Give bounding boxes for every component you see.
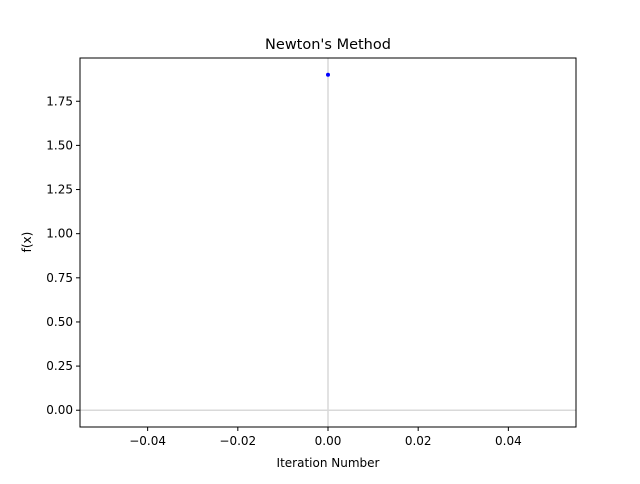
x-tick-label: 0.04 bbox=[495, 434, 522, 448]
data-point bbox=[326, 72, 330, 77]
x-axis-ticks: −0.04 −0.02 0.00 0.02 0.04 bbox=[129, 427, 522, 448]
y-tick-label: 1.25 bbox=[46, 183, 73, 197]
x-tick-label: 0.02 bbox=[405, 434, 432, 448]
y-tick-label: 0.50 bbox=[46, 315, 73, 329]
chart-title: Newton's Method bbox=[265, 37, 391, 53]
y-tick-label: 1.75 bbox=[46, 94, 73, 108]
x-tick-label: 0.00 bbox=[315, 434, 342, 448]
y-axis-ticks: 0.00 0.25 0.50 0.75 1.00 1.25 1.50 1.75 bbox=[46, 94, 80, 417]
y-tick-label: 1.50 bbox=[46, 138, 73, 152]
y-tick-label: 0.00 bbox=[46, 403, 73, 417]
y-tick-label: 0.75 bbox=[46, 271, 73, 285]
y-axis-label: f(x) bbox=[20, 232, 34, 253]
x-axis-label: Iteration Number bbox=[277, 456, 380, 470]
y-tick-label: 0.25 bbox=[46, 359, 73, 373]
y-tick-label: 1.00 bbox=[46, 227, 73, 241]
plot-area bbox=[80, 58, 576, 427]
x-tick-label: −0.04 bbox=[129, 434, 166, 448]
x-tick-label: −0.02 bbox=[219, 434, 256, 448]
